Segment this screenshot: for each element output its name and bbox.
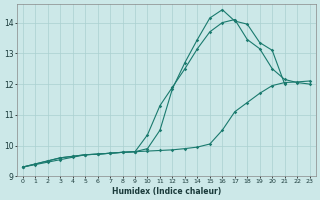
X-axis label: Humidex (Indice chaleur): Humidex (Indice chaleur) [112,187,221,196]
